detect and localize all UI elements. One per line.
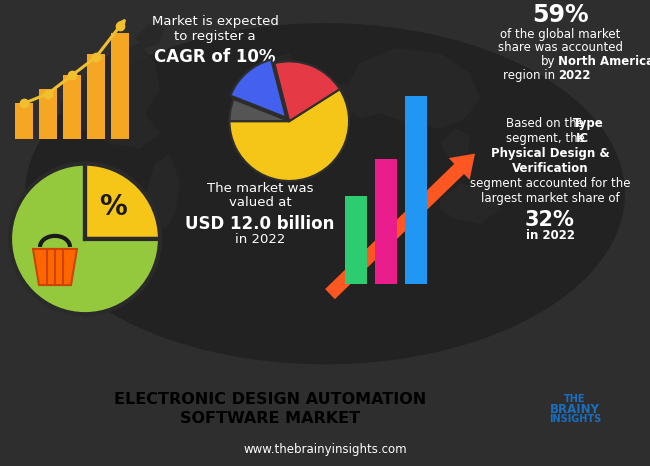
Bar bbox=[345, 196, 367, 284]
Text: CAGR of 10%: CAGR of 10% bbox=[154, 48, 276, 66]
Polygon shape bbox=[135, 23, 165, 48]
Text: Verification: Verification bbox=[512, 162, 588, 175]
Text: largest market share of: largest market share of bbox=[481, 192, 619, 205]
Text: BRAINY: BRAINY bbox=[550, 403, 600, 416]
Wedge shape bbox=[274, 62, 340, 121]
Text: in 2022: in 2022 bbox=[235, 233, 285, 247]
Wedge shape bbox=[231, 60, 286, 117]
Text: Based on the: Based on the bbox=[506, 117, 584, 130]
Text: The market was: The market was bbox=[207, 182, 313, 195]
Text: IC: IC bbox=[575, 132, 588, 145]
Wedge shape bbox=[229, 89, 349, 181]
Bar bbox=[405, 96, 427, 284]
Text: 32%: 32% bbox=[525, 210, 575, 230]
Text: Market is expected: Market is expected bbox=[151, 14, 278, 27]
Polygon shape bbox=[305, 83, 360, 125]
Polygon shape bbox=[60, 43, 160, 149]
Text: share was accounted: share was accounted bbox=[497, 41, 623, 54]
Text: www.thebrainyinsights.com: www.thebrainyinsights.com bbox=[243, 443, 407, 456]
Text: in 2022: in 2022 bbox=[525, 229, 575, 242]
Text: region in: region in bbox=[503, 69, 555, 82]
Bar bbox=[375, 158, 397, 284]
Wedge shape bbox=[85, 164, 160, 239]
Text: North America: North America bbox=[558, 55, 650, 68]
Polygon shape bbox=[345, 48, 480, 129]
Text: INSIGHTS: INSIGHTS bbox=[549, 414, 601, 425]
Wedge shape bbox=[229, 99, 289, 121]
Text: of the global market: of the global market bbox=[500, 27, 620, 41]
Polygon shape bbox=[33, 249, 77, 285]
Polygon shape bbox=[440, 184, 500, 224]
Text: USD 12.0 billion: USD 12.0 billion bbox=[185, 215, 335, 233]
Polygon shape bbox=[145, 154, 180, 229]
Text: by: by bbox=[541, 55, 555, 68]
Polygon shape bbox=[440, 129, 470, 158]
Text: 2022: 2022 bbox=[558, 69, 590, 82]
Bar bbox=[111, 33, 129, 138]
Text: segment accounted for the: segment accounted for the bbox=[470, 177, 630, 190]
Text: segment, the: segment, the bbox=[506, 132, 584, 145]
Text: THE: THE bbox=[564, 394, 586, 404]
Bar bbox=[15, 103, 33, 138]
Bar bbox=[39, 89, 57, 138]
Text: %: % bbox=[99, 193, 127, 221]
Polygon shape bbox=[255, 53, 295, 89]
Text: Type: Type bbox=[573, 117, 603, 130]
FancyArrow shape bbox=[325, 154, 475, 299]
Polygon shape bbox=[255, 89, 305, 174]
Bar bbox=[87, 54, 105, 138]
Text: to register a: to register a bbox=[174, 30, 256, 42]
Text: Physical Design &: Physical Design & bbox=[491, 147, 609, 160]
Ellipse shape bbox=[25, 23, 625, 364]
Text: SOFTWARE MARKET: SOFTWARE MARKET bbox=[180, 411, 360, 426]
Text: 59%: 59% bbox=[532, 3, 588, 27]
Text: ELECTRONIC DESIGN AUTOMATION: ELECTRONIC DESIGN AUTOMATION bbox=[114, 392, 426, 407]
Bar bbox=[63, 75, 81, 138]
Text: valued at: valued at bbox=[229, 196, 291, 209]
Circle shape bbox=[10, 164, 160, 314]
